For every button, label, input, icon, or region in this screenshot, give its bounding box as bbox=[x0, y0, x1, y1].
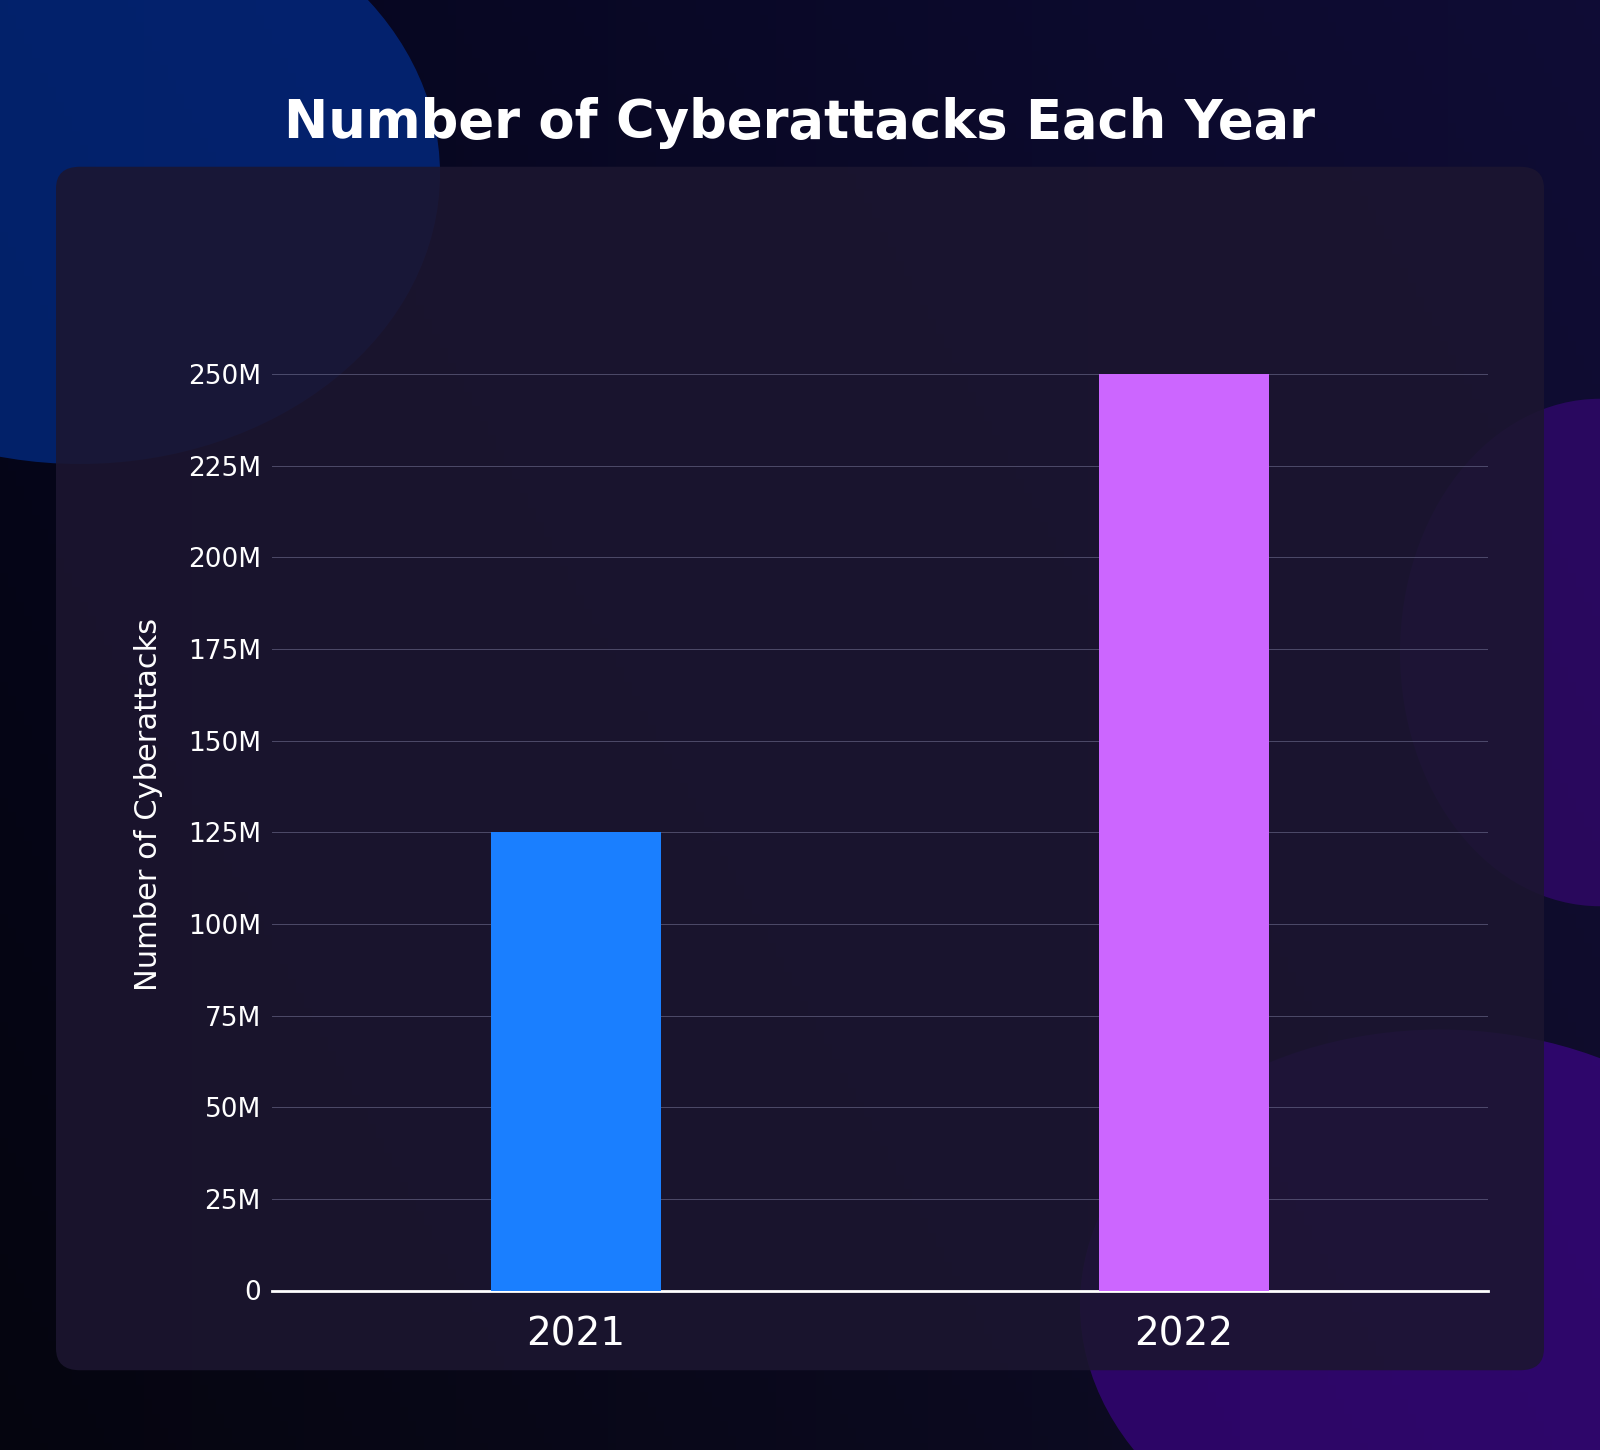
Bar bbox=[491, 832, 661, 1290]
Y-axis label: Number of Cyberattacks: Number of Cyberattacks bbox=[134, 618, 163, 992]
FancyBboxPatch shape bbox=[56, 167, 1544, 1370]
Ellipse shape bbox=[1080, 1030, 1600, 1450]
Bar bbox=[1099, 374, 1269, 1290]
Ellipse shape bbox=[1400, 399, 1600, 906]
Text: Number of Cyberattacks Each Year: Number of Cyberattacks Each Year bbox=[285, 97, 1315, 149]
Ellipse shape bbox=[0, 0, 440, 464]
